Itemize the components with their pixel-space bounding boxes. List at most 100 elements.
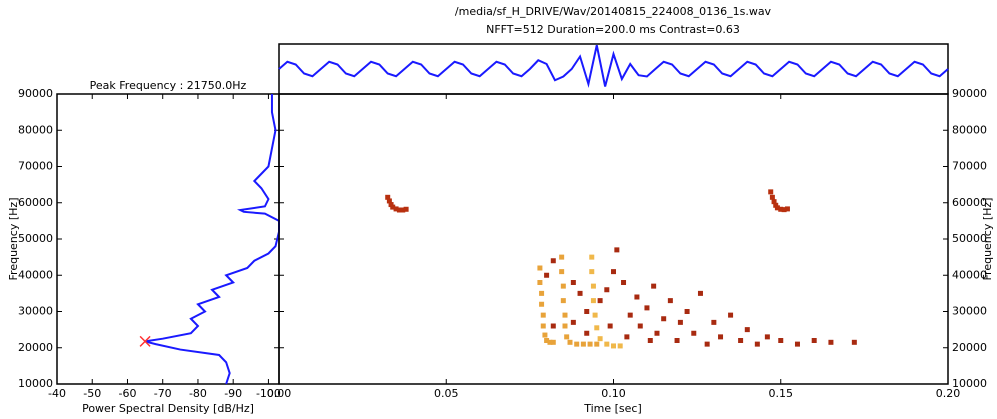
spectro-cell bbox=[580, 341, 586, 347]
spectro-cell bbox=[778, 206, 784, 212]
spectro-cell bbox=[589, 254, 595, 260]
spectro-cell bbox=[567, 339, 573, 345]
spectro-cell bbox=[403, 206, 409, 212]
spectro-cell bbox=[744, 327, 750, 333]
spectro-cell bbox=[697, 290, 703, 296]
spectro-cell bbox=[754, 341, 760, 347]
spectro-cell bbox=[577, 290, 583, 296]
x-tick-label: 0.20 bbox=[936, 387, 961, 400]
spectro-cell bbox=[828, 339, 834, 345]
spectro-cell bbox=[592, 312, 598, 318]
spectro-cell bbox=[560, 283, 566, 289]
spectro-cell bbox=[597, 298, 603, 304]
spectro-cell bbox=[562, 323, 568, 329]
spectro-cell bbox=[774, 205, 780, 211]
spectro-cell bbox=[781, 207, 787, 213]
spectro-cell bbox=[562, 312, 568, 318]
x-tick-label: -50 bbox=[83, 387, 101, 400]
spectro-cell bbox=[540, 312, 546, 318]
spectro-cell bbox=[560, 298, 566, 304]
x-tick-label: -100 bbox=[256, 387, 281, 400]
spectro-cell bbox=[584, 330, 590, 336]
spectro-cell bbox=[627, 312, 633, 318]
file-title: /media/sf_H_DRIVE/Wav/20140815_224008_01… bbox=[455, 5, 772, 18]
spectro-cell bbox=[611, 269, 616, 275]
spectro-cell bbox=[764, 334, 770, 340]
spectro-cell bbox=[784, 206, 790, 212]
spectro-cell bbox=[778, 338, 784, 343]
y-tick-label: 20000 bbox=[18, 341, 53, 354]
spectro-cell bbox=[559, 269, 565, 275]
y-tick-label: 70000 bbox=[952, 160, 987, 173]
y-tick-label: 60000 bbox=[952, 196, 987, 209]
spectro-cell bbox=[547, 339, 553, 345]
spectro-cell bbox=[574, 341, 580, 347]
spectro-cell bbox=[570, 319, 576, 325]
plot-frame bbox=[56, 93, 280, 385]
spec-y-label: Frequency [Hz] bbox=[981, 198, 994, 281]
spectro-cell bbox=[550, 258, 556, 264]
spectro-cell bbox=[385, 194, 391, 200]
spectro-cell bbox=[564, 334, 570, 340]
spectro-cell bbox=[590, 283, 596, 289]
y-tick-label: 30000 bbox=[952, 305, 987, 318]
spectro-cell bbox=[651, 283, 657, 289]
y-tick-label: 50000 bbox=[18, 232, 53, 245]
spectro-cell bbox=[604, 341, 610, 347]
spectro-cell bbox=[621, 280, 627, 285]
spectro-cell bbox=[624, 334, 630, 340]
spectro-cell bbox=[604, 287, 610, 293]
spectro-cell bbox=[597, 336, 603, 342]
spectro-cell bbox=[537, 280, 543, 285]
spectro-cell bbox=[677, 319, 683, 325]
y-tick-label: 90000 bbox=[18, 87, 53, 100]
y-tick-label: 60000 bbox=[18, 196, 53, 209]
peak-marker bbox=[139, 335, 151, 347]
spectro-cell bbox=[607, 323, 613, 329]
spectro-cell bbox=[390, 204, 396, 210]
spectro-cell bbox=[539, 290, 545, 296]
spectro-cell bbox=[644, 305, 650, 311]
spectro-cell bbox=[594, 325, 600, 331]
spectro-cell bbox=[611, 343, 616, 349]
spectro-cell bbox=[738, 338, 744, 343]
y-tick-label: 10000 bbox=[18, 377, 53, 390]
spectro-cell bbox=[544, 272, 550, 278]
spectro-cell bbox=[684, 309, 690, 314]
spectro-cell bbox=[590, 298, 596, 304]
spectro-cell bbox=[718, 334, 724, 340]
spectro-cell bbox=[570, 280, 576, 285]
y-tick-label: 50000 bbox=[952, 232, 987, 245]
x-tick-label: -90 bbox=[224, 387, 242, 400]
spectro-cell bbox=[537, 265, 543, 271]
spectro-cell bbox=[388, 202, 394, 208]
spectro-cell bbox=[773, 202, 779, 208]
y-tick-label: 40000 bbox=[18, 268, 53, 281]
spectro-cell bbox=[393, 206, 399, 212]
x-tick-label: 0.15 bbox=[769, 387, 794, 400]
spectro-cell bbox=[768, 189, 774, 195]
x-tick-label: 0.10 bbox=[601, 387, 626, 400]
spectro-cell bbox=[550, 323, 556, 329]
y-tick-label: 40000 bbox=[952, 268, 987, 281]
spectro-cell bbox=[400, 207, 406, 213]
spectro-cell bbox=[587, 341, 593, 347]
spectro-cell bbox=[647, 338, 653, 343]
x-tick-label: 0.05 bbox=[434, 387, 459, 400]
y-tick-label: 70000 bbox=[18, 160, 53, 173]
spectro-cell bbox=[386, 198, 392, 204]
spectro-cell bbox=[691, 330, 697, 336]
x-tick-label: -40 bbox=[48, 387, 66, 400]
spectro-cell bbox=[617, 343, 623, 349]
spectro-cell bbox=[550, 339, 556, 345]
spectro-cell bbox=[614, 247, 620, 253]
spectro-cell bbox=[711, 319, 717, 325]
spectro-cell bbox=[584, 309, 590, 314]
data-line bbox=[278, 45, 949, 88]
y-tick-label: 80000 bbox=[952, 123, 987, 136]
psd-y-label: Frequency [Hz] bbox=[7, 198, 20, 281]
spectro-cell bbox=[769, 194, 775, 200]
x-tick-label: -70 bbox=[154, 387, 172, 400]
spectro-cell bbox=[654, 330, 660, 336]
spectro-cell bbox=[539, 301, 545, 307]
